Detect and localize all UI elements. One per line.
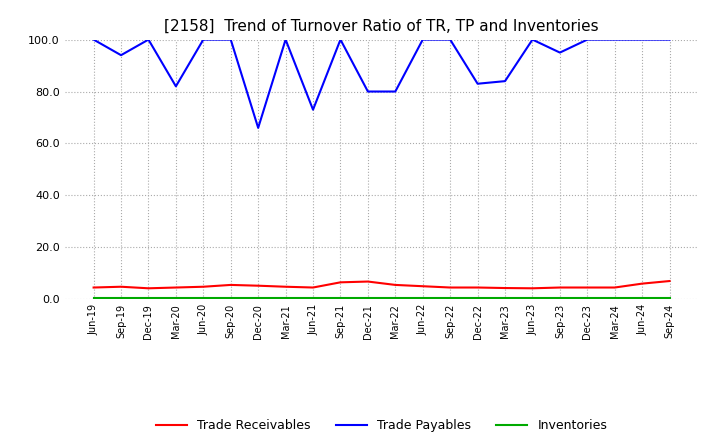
Trade Payables	[391, 89, 400, 94]
Trade Payables	[254, 125, 263, 131]
Trade Payables	[199, 37, 207, 42]
Trade Receivables	[528, 286, 537, 291]
Inventories	[199, 296, 207, 301]
Inventories	[144, 296, 153, 301]
Trade Receivables	[89, 285, 98, 290]
Trade Receivables	[226, 282, 235, 288]
Trade Receivables	[583, 285, 592, 290]
Trade Payables	[446, 37, 454, 42]
Trade Receivables	[309, 285, 318, 290]
Inventories	[226, 296, 235, 301]
Inventories	[391, 296, 400, 301]
Trade Receivables	[391, 282, 400, 288]
Trade Payables	[583, 37, 592, 42]
Trade Payables	[171, 84, 180, 89]
Legend: Trade Receivables, Trade Payables, Inventories: Trade Receivables, Trade Payables, Inven…	[151, 414, 612, 437]
Inventories	[638, 296, 647, 301]
Trade Payables	[89, 37, 98, 42]
Inventories	[89, 296, 98, 301]
Trade Receivables	[254, 283, 263, 288]
Trade Receivables	[418, 284, 427, 289]
Trade Receivables	[171, 285, 180, 290]
Trade Payables	[665, 37, 674, 42]
Trade Payables	[282, 37, 290, 42]
Trade Receivables	[282, 284, 290, 290]
Trade Receivables	[556, 285, 564, 290]
Trade Payables	[226, 37, 235, 42]
Trade Receivables	[336, 280, 345, 285]
Inventories	[117, 296, 125, 301]
Inventories	[473, 296, 482, 301]
Inventories	[171, 296, 180, 301]
Inventories	[500, 296, 509, 301]
Line: Trade Receivables: Trade Receivables	[94, 281, 670, 288]
Trade Payables	[500, 78, 509, 84]
Inventories	[556, 296, 564, 301]
Trade Receivables	[500, 286, 509, 291]
Trade Receivables	[611, 285, 619, 290]
Inventories	[583, 296, 592, 301]
Inventories	[364, 296, 372, 301]
Trade Receivables	[665, 279, 674, 284]
Trade Payables	[144, 37, 153, 42]
Inventories	[418, 296, 427, 301]
Trade Receivables	[199, 284, 207, 290]
Trade Receivables	[446, 285, 454, 290]
Inventories	[254, 296, 263, 301]
Trade Receivables	[473, 285, 482, 290]
Trade Receivables	[144, 286, 153, 291]
Trade Payables	[117, 52, 125, 58]
Inventories	[336, 296, 345, 301]
Inventories	[665, 296, 674, 301]
Trade Payables	[611, 37, 619, 42]
Inventories	[528, 296, 537, 301]
Trade Payables	[418, 37, 427, 42]
Inventories	[309, 296, 318, 301]
Trade Payables	[336, 37, 345, 42]
Trade Payables	[364, 89, 372, 94]
Trade Payables	[556, 50, 564, 55]
Title: [2158]  Trend of Turnover Ratio of TR, TP and Inventories: [2158] Trend of Turnover Ratio of TR, TP…	[164, 19, 599, 34]
Trade Receivables	[364, 279, 372, 284]
Trade Receivables	[638, 281, 647, 286]
Trade Payables	[309, 107, 318, 112]
Inventories	[446, 296, 454, 301]
Inventories	[282, 296, 290, 301]
Trade Payables	[528, 37, 537, 42]
Trade Payables	[473, 81, 482, 86]
Line: Trade Payables: Trade Payables	[94, 40, 670, 128]
Trade Payables	[638, 37, 647, 42]
Inventories	[611, 296, 619, 301]
Trade Receivables	[117, 284, 125, 290]
